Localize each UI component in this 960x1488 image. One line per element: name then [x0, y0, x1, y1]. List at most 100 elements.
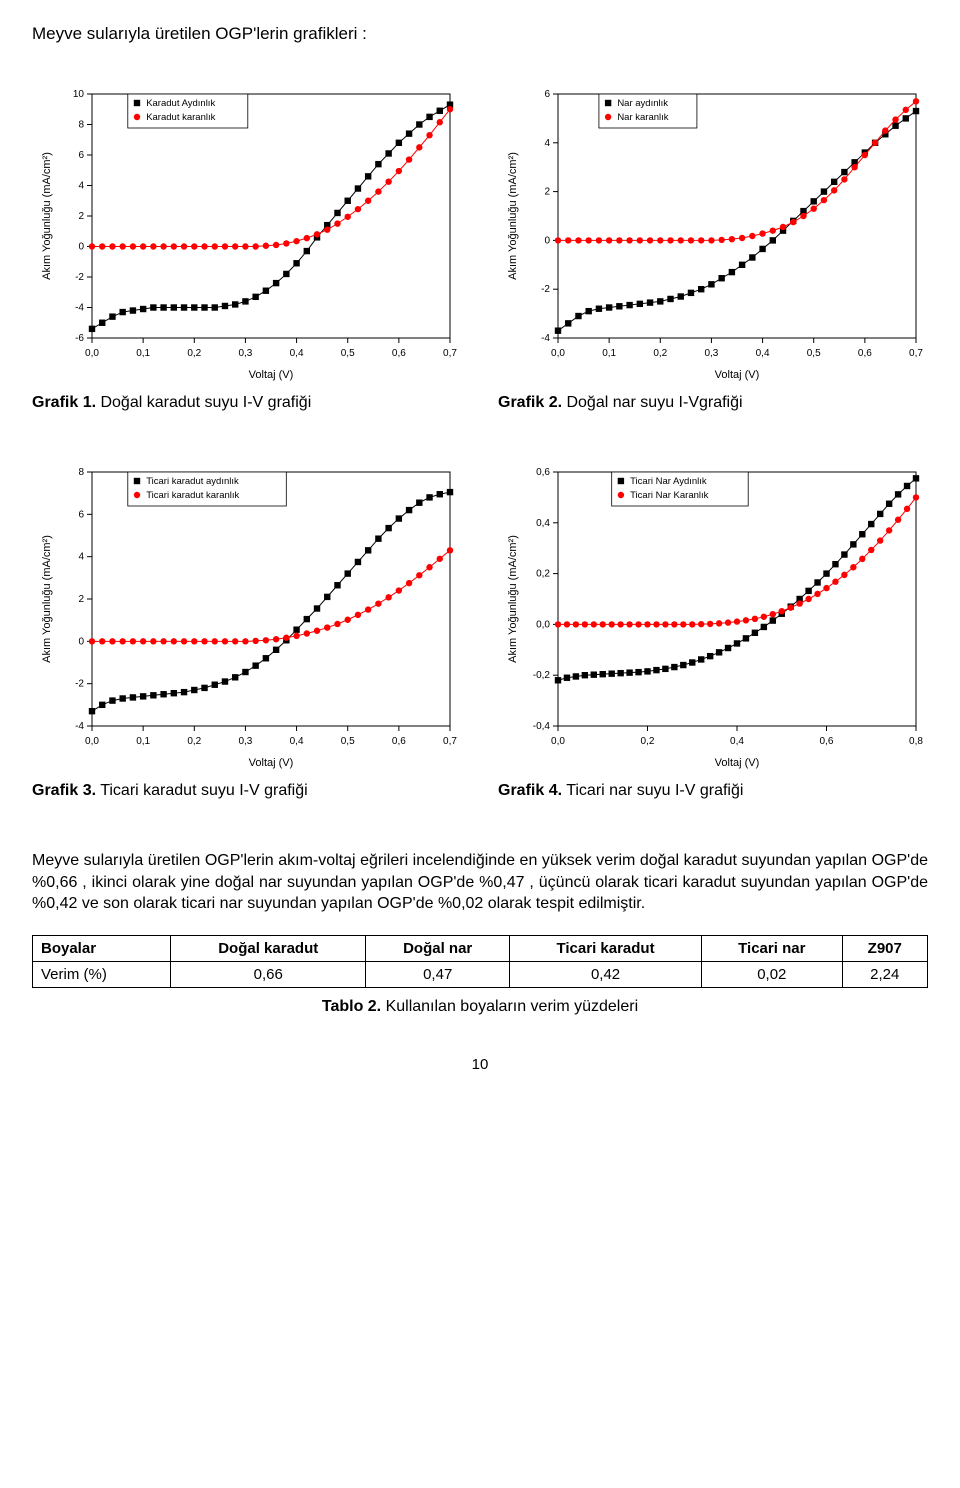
svg-text:0: 0 — [78, 242, 84, 253]
table-header: Ticari nar — [702, 935, 843, 961]
charts-row-2: 0,0 0,1 0,2 0,3 0,4 0,5 0,6 0,7 -4 -2 0 2 4 6 8 Voltaj … — [32, 462, 928, 772]
table-cell: 0,66 — [171, 961, 366, 987]
table-header: Boyalar — [33, 935, 171, 961]
svg-text:Ticari Nar Aydınlık: Ticari Nar Aydınlık — [630, 476, 707, 487]
svg-text:-2: -2 — [541, 284, 550, 295]
table-caption: Tablo 2. Kullanılan boyaların verim yüzd… — [32, 998, 928, 1016]
svg-text:2: 2 — [544, 187, 550, 198]
svg-text:8: 8 — [78, 467, 84, 478]
svg-text:0,1: 0,1 — [136, 736, 150, 747]
svg-text:Nar aydınlık: Nar aydınlık — [617, 98, 668, 109]
svg-text:6: 6 — [78, 150, 84, 161]
table-cell: Verim (%) — [33, 961, 171, 987]
svg-text:-4: -4 — [75, 721, 84, 732]
svg-text:0,0: 0,0 — [536, 619, 550, 630]
svg-text:-0,2: -0,2 — [533, 670, 551, 681]
table-header: Ticari karadut — [510, 935, 702, 961]
table-header: Doğal karadut — [171, 935, 366, 961]
svg-text:Akım Yoğunluğu (mA/cm²): Akım Yoğunluğu (mA/cm²) — [507, 152, 519, 280]
svg-text:0,4: 0,4 — [730, 736, 744, 747]
table-header: Doğal nar — [366, 935, 510, 961]
svg-text:-2: -2 — [75, 272, 84, 283]
caption-row-2: Grafik 3. Ticari karadut suyu I-V grafiğ… — [32, 782, 928, 800]
svg-text:0,2: 0,2 — [187, 736, 201, 747]
svg-text:2: 2 — [78, 594, 84, 605]
svg-text:Akım Yoğunluğu (mA/cm²): Akım Yoğunluğu (mA/cm²) — [507, 535, 519, 663]
caption-row-1: Grafik 1. Doğal karadut suyu I-V grafiği… — [32, 394, 928, 412]
svg-text:0: 0 — [544, 235, 550, 246]
svg-text:0,1: 0,1 — [136, 348, 150, 359]
svg-text:Karadut Aydınlık: Karadut Aydınlık — [146, 98, 215, 109]
svg-text:-0,4: -0,4 — [533, 721, 551, 732]
table-cell: 0,47 — [366, 961, 510, 987]
svg-text:0,2: 0,2 — [641, 736, 655, 747]
page-title: Meyve sularıyla üretilen OGP'lerin grafi… — [32, 24, 928, 44]
svg-text:Ticari karadut karanlık: Ticari karadut karanlık — [146, 490, 239, 501]
svg-text:Akım Yoğunluğu (mA/cm²): Akım Yoğunluğu (mA/cm²) — [41, 535, 53, 663]
svg-text:0: 0 — [78, 636, 84, 647]
svg-text:0,5: 0,5 — [341, 736, 355, 747]
caption-1: Grafik 1. Doğal karadut suyu I-V grafiği — [32, 394, 462, 412]
svg-text:-4: -4 — [75, 303, 84, 314]
svg-text:Voltaj (V): Voltaj (V) — [249, 757, 294, 769]
svg-text:0,2: 0,2 — [536, 569, 550, 580]
svg-text:0,0: 0,0 — [85, 736, 99, 747]
svg-text:0,2: 0,2 — [653, 348, 667, 359]
svg-text:6: 6 — [78, 509, 84, 520]
svg-text:Voltaj (V): Voltaj (V) — [715, 369, 760, 381]
chart-3: 0,0 0,1 0,2 0,3 0,4 0,5 0,6 0,7 -4 -2 0 2 4 6 8 Voltaj … — [32, 462, 462, 772]
svg-text:-6: -6 — [75, 333, 84, 344]
svg-text:Akım Yoğunluğu (mA/cm²): Akım Yoğunluğu (mA/cm²) — [41, 152, 53, 280]
svg-text:Voltaj (V): Voltaj (V) — [249, 369, 294, 381]
chart-2: 0,0 0,1 0,2 0,3 0,4 0,5 0,6 0,7 -4 -2 0 2 4 6 Voltaj (… — [498, 84, 928, 384]
svg-text:0,3: 0,3 — [238, 348, 252, 359]
svg-text:0,5: 0,5 — [807, 348, 821, 359]
caption-2: Grafik 2. Doğal nar suyu I-Vgrafiği — [498, 394, 928, 412]
svg-text:0,6: 0,6 — [858, 348, 872, 359]
svg-text:0,4: 0,4 — [536, 518, 550, 529]
svg-text:0,8: 0,8 — [909, 736, 923, 747]
svg-text:8: 8 — [78, 120, 84, 131]
svg-text:Karadut karanlık: Karadut karanlık — [146, 112, 215, 123]
body-paragraph: Meyve sularıyla üretilen OGP'lerin akım-… — [32, 850, 928, 915]
svg-text:-4: -4 — [541, 333, 550, 344]
svg-text:4: 4 — [544, 138, 550, 149]
svg-text:0,3: 0,3 — [704, 348, 718, 359]
svg-text:0,3: 0,3 — [238, 736, 252, 747]
caption-3: Grafik 3. Ticari karadut suyu I-V grafiğ… — [32, 782, 462, 800]
svg-text:Ticari Nar Karanlık: Ticari Nar Karanlık — [630, 490, 709, 501]
svg-text:0,2: 0,2 — [187, 348, 201, 359]
table-cell: 0,42 — [510, 961, 702, 987]
verim-table: BoyalarDoğal karadutDoğal narTicari kara… — [32, 935, 928, 988]
svg-text:0,0: 0,0 — [551, 348, 565, 359]
svg-text:0,7: 0,7 — [443, 736, 457, 747]
svg-text:0,6: 0,6 — [820, 736, 834, 747]
svg-text:4: 4 — [78, 552, 84, 563]
svg-text:Ticari karadut aydınlık: Ticari karadut aydınlık — [146, 476, 239, 487]
svg-text:0,7: 0,7 — [909, 348, 923, 359]
chart-1: 0,0 0,1 0,2 0,3 0,4 0,5 0,6 0,7 -6 -4 -2 0 2 4 6 8 10 Vol… — [32, 84, 462, 384]
charts-row-1: 0,0 0,1 0,2 0,3 0,4 0,5 0,6 0,7 -6 -4 -2 0 2 4 6 8 10 Vol… — [32, 84, 928, 384]
svg-text:0,4: 0,4 — [290, 736, 304, 747]
chart-4: 0,0 0,2 0,4 0,6 0,8 -0,4 -0,2 0,0 0,2 0,4 0,6 Volta… — [498, 462, 928, 772]
svg-text:0,4: 0,4 — [756, 348, 770, 359]
svg-text:0,6: 0,6 — [392, 348, 406, 359]
svg-text:6: 6 — [544, 89, 550, 100]
svg-text:0,4: 0,4 — [290, 348, 304, 359]
svg-text:0,1: 0,1 — [602, 348, 616, 359]
svg-text:0,6: 0,6 — [536, 467, 550, 478]
svg-text:4: 4 — [78, 181, 84, 192]
svg-text:0,0: 0,0 — [85, 348, 99, 359]
svg-text:0,0: 0,0 — [551, 736, 565, 747]
svg-text:2: 2 — [78, 211, 84, 222]
svg-text:10: 10 — [73, 89, 85, 100]
svg-text:0,6: 0,6 — [392, 736, 406, 747]
svg-text:Nar karanlık: Nar karanlık — [617, 112, 668, 123]
table-cell: 2,24 — [842, 961, 927, 987]
svg-text:0,5: 0,5 — [341, 348, 355, 359]
table-row: Verim (%)0,660,470,420,022,24 — [33, 961, 928, 987]
svg-text:-2: -2 — [75, 679, 84, 690]
svg-text:Voltaj (V): Voltaj (V) — [715, 757, 760, 769]
caption-4: Grafik 4. Ticari nar suyu I-V grafiği — [498, 782, 928, 800]
svg-text:0,7: 0,7 — [443, 348, 457, 359]
